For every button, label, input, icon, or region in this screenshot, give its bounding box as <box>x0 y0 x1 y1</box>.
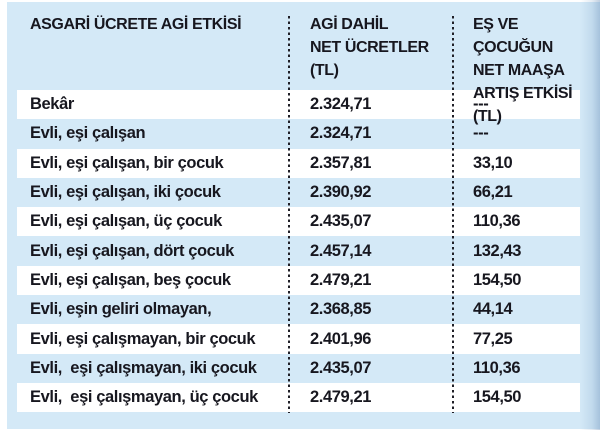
table-row: Evli, eşi çalışmayan, bir çocuk 2.401,96… <box>17 324 580 354</box>
row-increase: 33,10 <box>473 153 513 172</box>
header-line: ARTIŞ ETKİSİ (TL) <box>473 85 573 125</box>
table-row: Evli, eşi çalışan, bir çocuk 2.357,81 33… <box>17 148 580 178</box>
table-row: Evli, eşi çalışan, beş çocuk 2.479,21 15… <box>17 265 580 296</box>
row-label: Evli, eşi çalışmayan, iki çocuk <box>30 358 257 377</box>
row-net-wage: 2.368,85 <box>310 300 372 319</box>
header-line: ASGARİ ÜCRETE AGİ ETKİSİ <box>30 16 242 33</box>
row-net-wage: 2.479,21 <box>310 270 372 289</box>
table-row: Evli, eşi çalışan, iki çocuk 2.390,92 66… <box>17 178 580 207</box>
header-col-net-wage: AGİ DAHİL NET ÜCRETLER (TL) <box>288 0 452 128</box>
column-divider-2 <box>452 16 454 413</box>
row-net-wage: 2.324,71 <box>310 124 372 143</box>
row-net-wage: 2.479,21 <box>310 388 372 407</box>
row-increase: --- <box>473 95 489 114</box>
row-label: Evli, eşin geliri olmayan, <box>30 300 212 319</box>
table-row: Evli, eşi çalışmayan, iki çocuk 2.435,07… <box>17 354 580 383</box>
row-net-wage: 2.401,96 <box>310 329 372 348</box>
table-row: Evli, eşin geliri olmayan, 2.368,85 44,1… <box>17 295 580 324</box>
row-increase: 154,50 <box>473 270 522 289</box>
row-increase: 154,50 <box>473 388 522 407</box>
header-line: NET MAAŞA <box>473 62 565 79</box>
row-label: Evli, eşi çalışmayan, bir çocuk <box>30 329 256 348</box>
row-label: Evli, eşi çalışan <box>30 124 146 143</box>
table-row: Evli, eşi çalışmayan, üç çocuk 2.479,21 … <box>17 382 580 413</box>
header-line: NET ÜCRETLER (TL) <box>310 39 429 79</box>
table-header: ASGARİ ÜCRETE AGİ ETKİSİ AGİ DAHİL NET Ü… <box>17 0 580 125</box>
row-net-wage: 2.435,07 <box>310 212 372 231</box>
row-label: Evli, eşi çalışan, dört çocuk <box>30 241 234 260</box>
row-increase: 44,14 <box>473 300 513 319</box>
table-row: Evli, eşi çalışan, üç çocuk 2.435,07 110… <box>17 207 580 237</box>
table-row: Evli, eşi çalışan 2.324,71 --- <box>17 119 580 148</box>
header-col-category: ASGARİ ÜCRETE AGİ ETKİSİ <box>17 0 288 128</box>
row-label: Evli, eşi çalışmayan, üç çocuk <box>30 388 258 407</box>
row-increase: --- <box>473 124 489 143</box>
row-increase: 110,36 <box>473 212 521 231</box>
row-net-wage: 2.457,14 <box>310 241 372 260</box>
table-body: Bekâr 2.324,71 --- Evli, eşi çalışan 2.3… <box>17 90 580 413</box>
row-net-wage: 2.324,71 <box>310 95 372 114</box>
table-row: Evli, eşi çalışan, dört çocuk 2.457,14 1… <box>17 236 580 265</box>
column-divider-1 <box>288 16 290 413</box>
row-increase: 110,36 <box>473 358 521 377</box>
row-net-wage: 2.390,92 <box>310 183 372 202</box>
row-increase: 132,43 <box>473 241 522 260</box>
table-row: Bekâr 2.324,71 --- <box>17 90 580 120</box>
row-label: Evli, eşi çalışan, üç çocuk <box>30 212 222 231</box>
row-net-wage: 2.435,07 <box>310 358 372 377</box>
row-increase: 77,25 <box>473 329 513 348</box>
row-label: Evli, eşi çalışan, beş çocuk <box>30 270 231 289</box>
header-line: AGİ DAHİL <box>310 16 389 33</box>
row-label: Evli, eşi çalışan, iki çocuk <box>30 183 221 202</box>
row-increase: 66,21 <box>473 183 513 202</box>
header-line: EŞ VE ÇOCUĞUN <box>473 16 553 56</box>
header-col-increase: EŞ VE ÇOCUĞUN NET MAAŞA ARTIŞ ETKİSİ (TL… <box>452 0 580 128</box>
row-label: Bekâr <box>30 95 74 114</box>
row-label: Evli, eşi çalışan, bir çocuk <box>30 153 224 172</box>
row-net-wage: 2.357,81 <box>310 153 372 172</box>
